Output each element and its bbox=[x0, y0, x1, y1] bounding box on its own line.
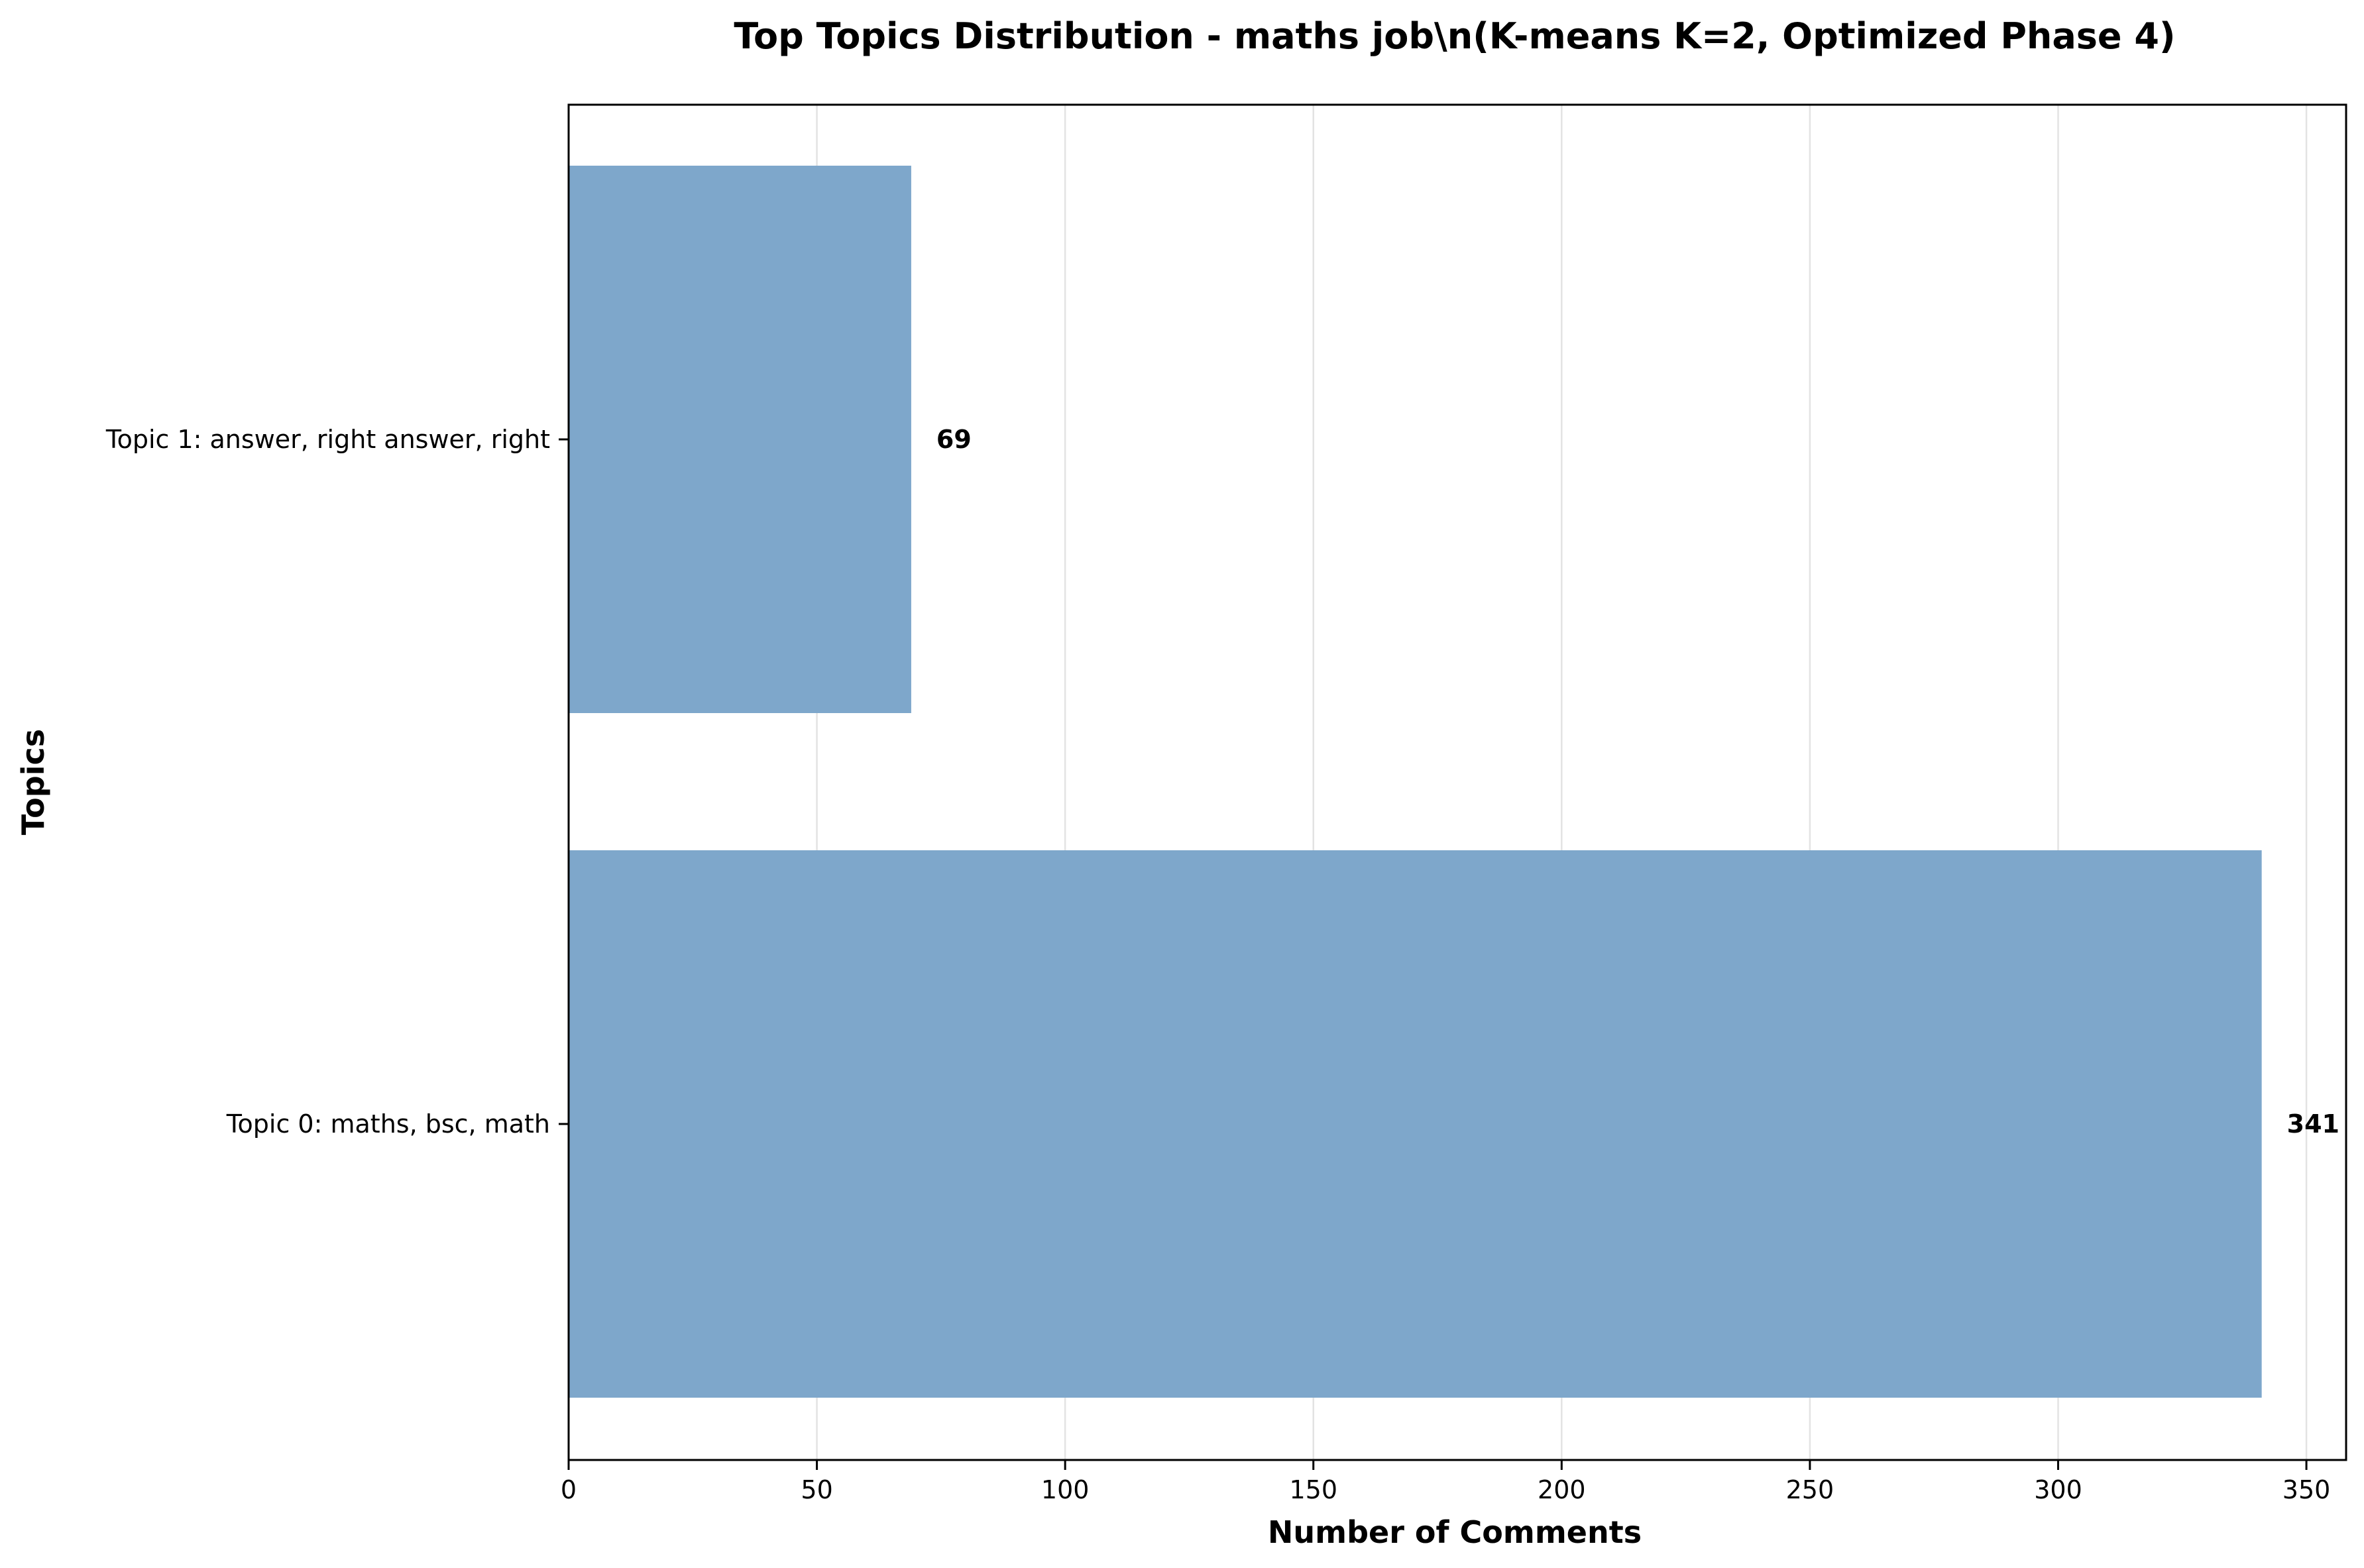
bar bbox=[569, 850, 2262, 1398]
x-axis-ticks: 0 50 100 150 200 250 300 350 bbox=[561, 1460, 2330, 1504]
bars bbox=[569, 166, 2262, 1398]
bar-value-labels: 341 69 bbox=[936, 425, 2339, 1139]
x-axis-label: Number of Comments bbox=[1268, 1514, 1642, 1550]
x-tick-label: 200 bbox=[1538, 1475, 1586, 1504]
y-tick-label: Topic 0: maths, bsc, math bbox=[226, 1109, 550, 1139]
bar bbox=[569, 166, 911, 713]
y-axis-ticks: Topic 0: maths, bsc, math Topic 1: answer… bbox=[105, 425, 569, 1139]
bar-value-label: 69 bbox=[936, 425, 972, 454]
x-tick-label: 50 bbox=[801, 1475, 832, 1504]
bar-value-label: 341 bbox=[2287, 1109, 2339, 1139]
x-tick-label: 250 bbox=[1786, 1475, 1834, 1504]
y-tick-label: Topic 1: answer, right answer, right bbox=[105, 425, 550, 454]
chart-title: Top Topics Distribution - maths job\n(K-… bbox=[734, 15, 2175, 57]
plot-frame bbox=[567, 103, 2347, 1461]
x-tick-label: 100 bbox=[1041, 1475, 1090, 1504]
x-tick-label: 150 bbox=[1289, 1475, 1337, 1504]
x-tick-label: 0 bbox=[561, 1475, 577, 1504]
y-axis-label: Topics bbox=[15, 729, 51, 835]
x-tick-label: 350 bbox=[2282, 1475, 2331, 1504]
grid-lines bbox=[816, 105, 2308, 1460]
x-tick-label: 300 bbox=[2034, 1475, 2082, 1504]
